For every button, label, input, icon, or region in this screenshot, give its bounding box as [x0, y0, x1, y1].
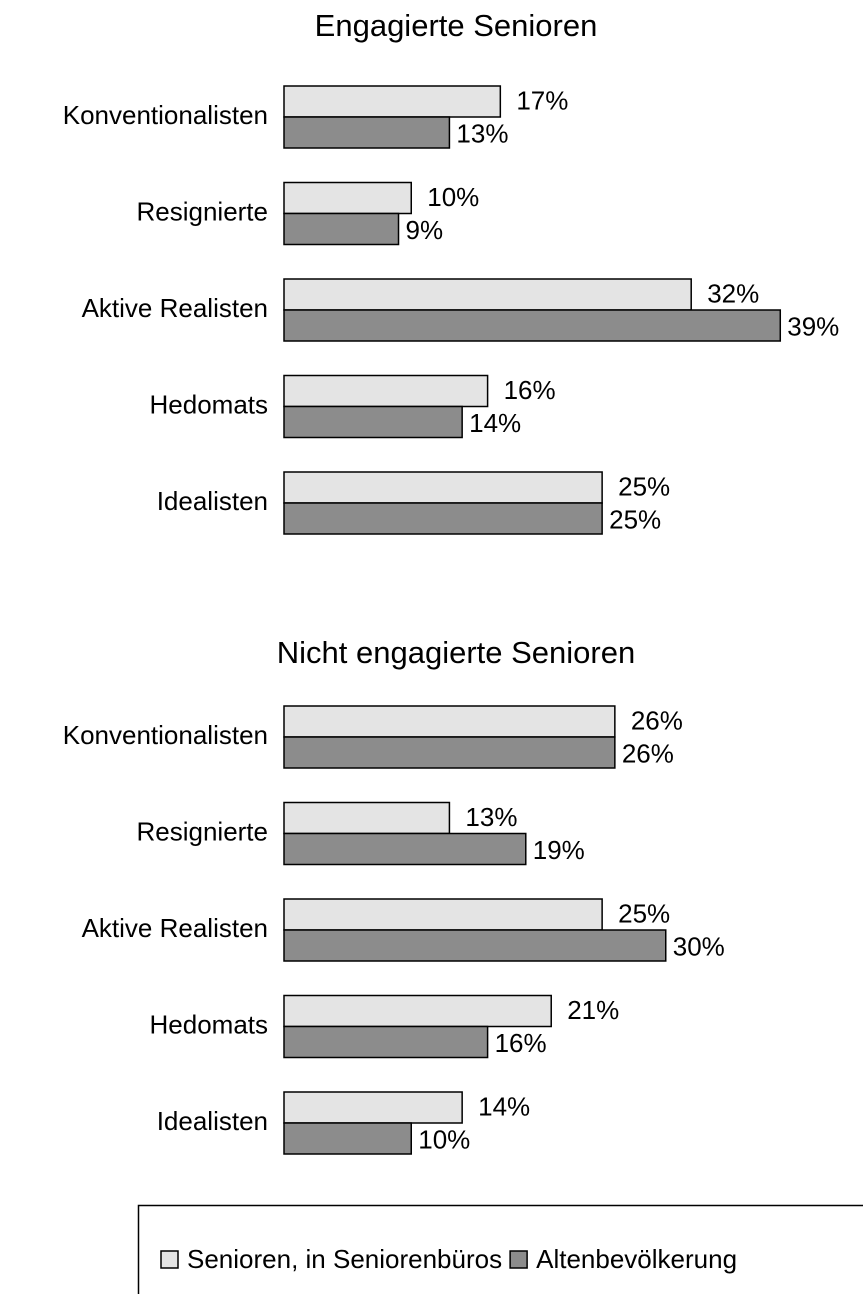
panel-title: Engagierte Senioren — [315, 8, 598, 43]
bar — [283, 85, 502, 118]
bar — [283, 994, 552, 1028]
value-label: 21% — [567, 995, 619, 1025]
category-label: Resignierte — [136, 196, 268, 226]
bar — [283, 736, 616, 769]
value-label: 17% — [516, 85, 568, 115]
value-label: 10% — [418, 1124, 470, 1154]
value-label: 14% — [469, 408, 521, 438]
category-label: Hedomats — [150, 1009, 269, 1039]
bar — [283, 929, 667, 962]
value-label: 32% — [707, 278, 759, 308]
value-label: 13% — [456, 118, 508, 148]
value-label: 26% — [622, 738, 674, 768]
value-label: 19% — [533, 835, 585, 865]
bar — [283, 832, 527, 866]
bar — [283, 405, 463, 439]
bar — [283, 801, 451, 835]
value-label: 26% — [631, 705, 683, 735]
bar — [283, 471, 603, 504]
bar — [283, 278, 692, 311]
category-label: Aktive Realisten — [82, 293, 268, 323]
legend-swatch — [160, 1250, 179, 1269]
value-label: 30% — [673, 931, 725, 961]
category-label: Konventionalisten — [63, 100, 268, 130]
value-label: 9% — [406, 215, 444, 245]
bar — [283, 181, 412, 215]
bar — [283, 374, 489, 408]
legend-swatch — [509, 1250, 528, 1269]
bar — [283, 502, 603, 535]
value-label: 13% — [465, 802, 517, 832]
bar — [283, 116, 451, 149]
bar — [283, 309, 782, 342]
panel-title: Nicht engagierte Senioren — [277, 635, 635, 670]
legend-label: Senioren, in Seniorenbüros — [187, 1244, 502, 1274]
bar — [283, 1091, 463, 1124]
bar — [283, 898, 603, 931]
category-label: Hedomats — [150, 389, 269, 419]
value-label: 39% — [787, 311, 839, 341]
bar — [283, 212, 400, 246]
value-label: 25% — [609, 504, 661, 534]
category-label: Idealisten — [157, 486, 268, 516]
category-label: Idealisten — [157, 1106, 268, 1136]
value-label: 16% — [504, 375, 556, 405]
category-label: Aktive Realisten — [82, 913, 268, 943]
legend-label: Altenbevölkerung — [536, 1244, 737, 1274]
value-label: 10% — [427, 182, 479, 212]
bar — [283, 1025, 489, 1059]
bar — [283, 705, 616, 738]
legend-box — [137, 1204, 863, 1294]
value-label: 14% — [478, 1091, 530, 1121]
category-label: Resignierte — [136, 816, 268, 846]
value-label: 16% — [495, 1028, 547, 1058]
category-label: Konventionalisten — [63, 720, 268, 750]
value-label: 25% — [618, 471, 670, 501]
value-label: 25% — [618, 898, 670, 928]
bar — [283, 1122, 412, 1155]
